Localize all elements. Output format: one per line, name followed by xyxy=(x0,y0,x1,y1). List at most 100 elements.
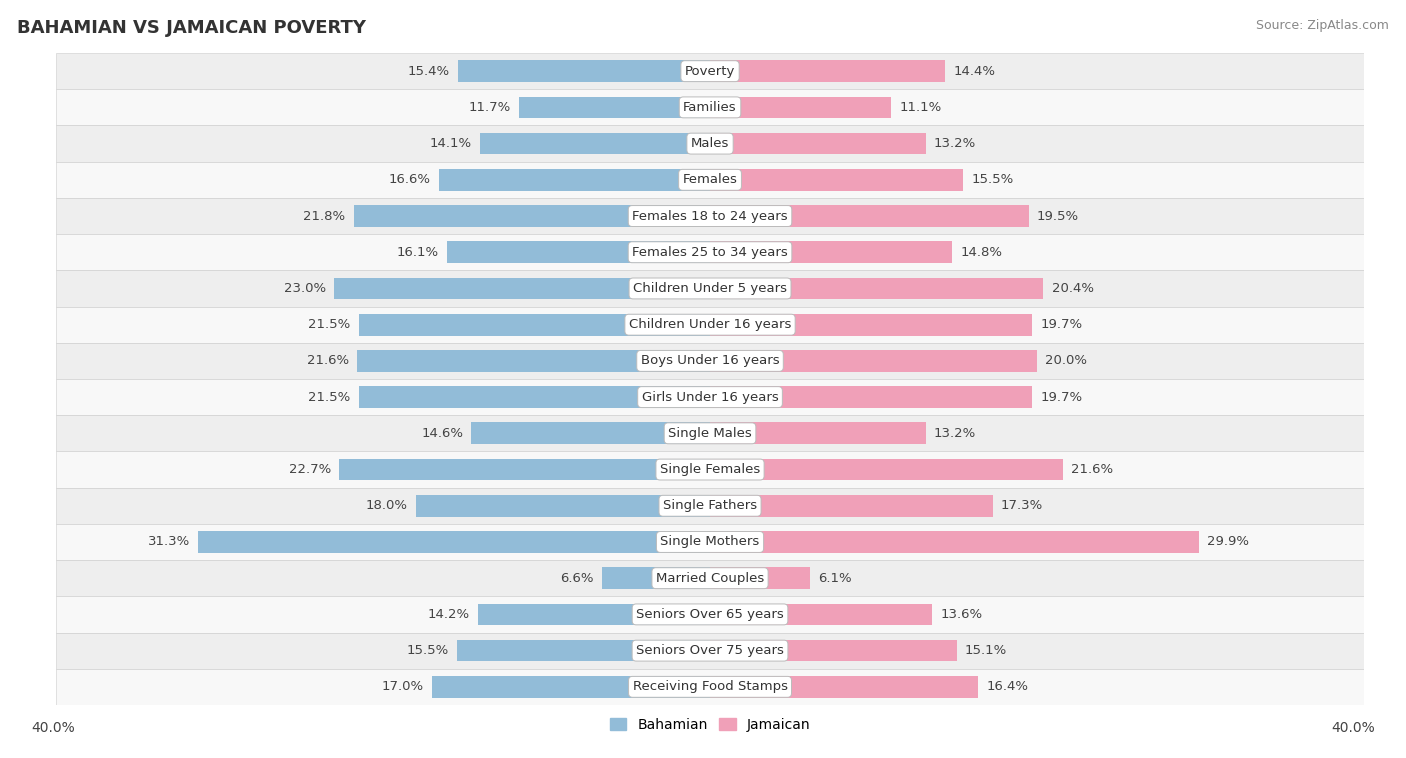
Text: 15.4%: 15.4% xyxy=(408,64,450,77)
Text: 13.6%: 13.6% xyxy=(941,608,983,621)
Text: 15.1%: 15.1% xyxy=(965,644,1007,657)
Bar xyxy=(198,531,710,553)
Text: 13.2%: 13.2% xyxy=(934,137,976,150)
Text: 40.0%: 40.0% xyxy=(31,722,75,735)
Text: 15.5%: 15.5% xyxy=(406,644,449,657)
Text: Females: Females xyxy=(682,174,738,186)
Bar xyxy=(359,387,710,408)
Text: 21.8%: 21.8% xyxy=(304,209,346,223)
Text: Single Mothers: Single Mothers xyxy=(661,535,759,549)
Text: 13.2%: 13.2% xyxy=(934,427,976,440)
Bar xyxy=(602,567,710,589)
Text: Poverty: Poverty xyxy=(685,64,735,77)
Bar xyxy=(710,61,945,82)
Text: 40.0%: 40.0% xyxy=(1331,722,1375,735)
Text: Boys Under 16 years: Boys Under 16 years xyxy=(641,355,779,368)
Text: 18.0%: 18.0% xyxy=(366,500,408,512)
Bar xyxy=(710,205,1029,227)
Text: Girls Under 16 years: Girls Under 16 years xyxy=(641,390,779,403)
Bar xyxy=(710,387,1032,408)
Text: 29.9%: 29.9% xyxy=(1206,535,1249,549)
Bar xyxy=(458,61,710,82)
Bar xyxy=(519,96,710,118)
Bar xyxy=(710,314,1032,336)
Bar xyxy=(56,632,1364,669)
Bar xyxy=(359,314,710,336)
Bar xyxy=(335,277,710,299)
Bar xyxy=(710,567,810,589)
Text: 20.4%: 20.4% xyxy=(1052,282,1094,295)
Text: Females 25 to 34 years: Females 25 to 34 years xyxy=(633,246,787,258)
Bar xyxy=(339,459,710,481)
Bar xyxy=(710,531,1199,553)
Text: 11.7%: 11.7% xyxy=(468,101,510,114)
Text: 23.0%: 23.0% xyxy=(284,282,326,295)
Bar xyxy=(56,597,1364,632)
Bar xyxy=(56,306,1364,343)
Text: 16.1%: 16.1% xyxy=(396,246,439,258)
Bar xyxy=(56,53,1364,89)
Text: Children Under 5 years: Children Under 5 years xyxy=(633,282,787,295)
Bar xyxy=(710,676,979,697)
Text: 14.4%: 14.4% xyxy=(953,64,995,77)
Text: 15.5%: 15.5% xyxy=(972,174,1014,186)
Text: 21.5%: 21.5% xyxy=(308,390,350,403)
Bar xyxy=(710,422,925,444)
Bar xyxy=(432,676,710,697)
Bar xyxy=(710,350,1038,371)
Bar xyxy=(56,343,1364,379)
Text: 21.6%: 21.6% xyxy=(307,355,349,368)
Text: 11.1%: 11.1% xyxy=(900,101,942,114)
Legend: Bahamian, Jamaican: Bahamian, Jamaican xyxy=(605,712,815,737)
Bar xyxy=(447,241,710,263)
Text: 31.3%: 31.3% xyxy=(148,535,190,549)
Text: 16.4%: 16.4% xyxy=(986,681,1028,694)
Bar xyxy=(56,524,1364,560)
Text: 21.6%: 21.6% xyxy=(1071,463,1114,476)
Text: Single Fathers: Single Fathers xyxy=(664,500,756,512)
Bar xyxy=(710,241,952,263)
Text: 6.6%: 6.6% xyxy=(561,572,593,584)
Bar xyxy=(56,234,1364,271)
Text: Children Under 16 years: Children Under 16 years xyxy=(628,318,792,331)
Text: Single Males: Single Males xyxy=(668,427,752,440)
Text: 19.7%: 19.7% xyxy=(1040,318,1083,331)
Bar xyxy=(478,603,710,625)
Bar xyxy=(710,96,891,118)
Bar xyxy=(56,271,1364,306)
Bar xyxy=(56,415,1364,452)
Text: Seniors Over 75 years: Seniors Over 75 years xyxy=(636,644,785,657)
Text: BAHAMIAN VS JAMAICAN POVERTY: BAHAMIAN VS JAMAICAN POVERTY xyxy=(17,19,366,37)
Bar xyxy=(56,560,1364,597)
Bar xyxy=(710,133,925,155)
Bar xyxy=(56,669,1364,705)
Bar xyxy=(56,198,1364,234)
Text: Married Couples: Married Couples xyxy=(657,572,763,584)
Bar xyxy=(439,169,710,191)
Text: 14.6%: 14.6% xyxy=(422,427,463,440)
Text: Receiving Food Stamps: Receiving Food Stamps xyxy=(633,681,787,694)
Text: 16.6%: 16.6% xyxy=(388,174,430,186)
Bar xyxy=(710,169,963,191)
Bar xyxy=(56,89,1364,126)
Text: 14.1%: 14.1% xyxy=(429,137,471,150)
Text: 17.3%: 17.3% xyxy=(1001,500,1043,512)
Text: Males: Males xyxy=(690,137,730,150)
Text: 19.5%: 19.5% xyxy=(1038,209,1078,223)
Text: 6.1%: 6.1% xyxy=(818,572,852,584)
Bar xyxy=(710,277,1043,299)
Bar xyxy=(357,350,710,371)
Text: Families: Families xyxy=(683,101,737,114)
Bar xyxy=(710,603,932,625)
Bar xyxy=(479,133,710,155)
Bar xyxy=(56,379,1364,415)
Text: 20.0%: 20.0% xyxy=(1045,355,1087,368)
Text: 19.7%: 19.7% xyxy=(1040,390,1083,403)
Text: Females 18 to 24 years: Females 18 to 24 years xyxy=(633,209,787,223)
Text: 14.2%: 14.2% xyxy=(427,608,470,621)
Bar xyxy=(56,452,1364,487)
Bar xyxy=(457,640,710,662)
Text: 22.7%: 22.7% xyxy=(288,463,330,476)
Bar xyxy=(354,205,710,227)
Text: Source: ZipAtlas.com: Source: ZipAtlas.com xyxy=(1256,19,1389,32)
